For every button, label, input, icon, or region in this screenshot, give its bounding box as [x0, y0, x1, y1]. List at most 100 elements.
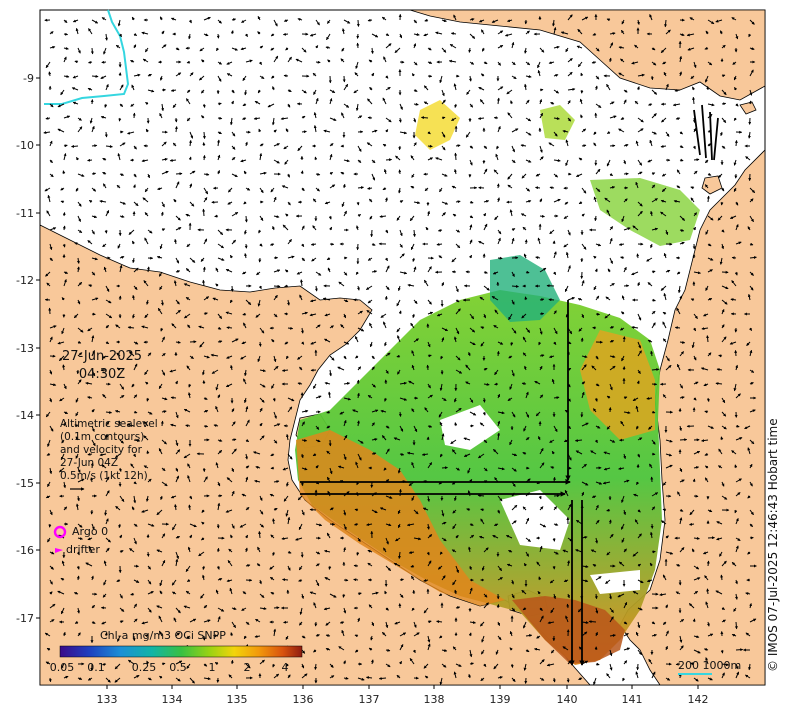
velocity-arrow — [665, 83, 669, 91]
velocity-arrow — [102, 157, 107, 161]
velocity-arrow — [483, 168, 488, 175]
velocity-arrow — [493, 169, 499, 175]
velocity-arrow — [594, 593, 598, 600]
velocity-arrow — [661, 173, 667, 177]
velocity-arrow — [283, 74, 289, 78]
velocity-arrow — [735, 103, 739, 107]
velocity-arrow — [524, 296, 528, 301]
velocity-arrow — [595, 312, 601, 316]
velocity-arrow — [609, 32, 616, 36]
velocity-arrow — [411, 173, 415, 178]
velocity-arrow — [539, 145, 543, 153]
velocity-arrow — [634, 100, 639, 105]
velocity-arrow — [231, 131, 236, 137]
velocity-arrow — [679, 145, 684, 149]
velocity-arrow — [188, 504, 192, 511]
x-tick-label: 140 — [557, 693, 578, 706]
velocity-arrow — [230, 30, 234, 35]
velocity-arrow — [273, 19, 278, 27]
velocity-arrow — [553, 27, 557, 35]
velocity-arrow — [281, 185, 289, 189]
velocity-arrow — [258, 530, 262, 539]
velocity-arrow — [57, 128, 65, 133]
velocity-arrow — [427, 47, 432, 51]
velocity-arrow — [161, 141, 167, 147]
velocity-arrow — [454, 152, 458, 161]
velocity-arrow — [43, 131, 51, 135]
velocity-arrow — [44, 187, 51, 192]
velocity-arrow — [693, 170, 698, 175]
velocity-arrow — [577, 28, 583, 35]
velocity-arrow — [441, 47, 447, 53]
velocity-arrow — [734, 139, 738, 147]
velocity-arrow — [189, 131, 194, 139]
velocity-arrow — [606, 83, 611, 91]
velocity-arrow — [690, 75, 695, 79]
velocity-arrow — [497, 44, 504, 49]
velocity-arrow — [576, 45, 583, 49]
velocity-arrow — [410, 155, 415, 161]
velocity-arrow — [217, 19, 222, 24]
velocity-arrow — [480, 73, 485, 77]
velocity-arrow — [609, 42, 614, 49]
velocity-arrow — [353, 564, 359, 568]
velocity-arrow — [273, 284, 281, 288]
y-tick-label: -14 — [16, 409, 34, 422]
velocity-arrow — [478, 86, 485, 91]
velocity-arrow — [511, 41, 515, 49]
velocity-arrow — [217, 131, 222, 135]
velocity-arrow — [301, 130, 307, 134]
velocity-arrow — [216, 547, 220, 553]
velocity-arrow — [689, 17, 695, 21]
velocity-arrow — [314, 663, 318, 670]
velocity-arrow — [707, 103, 715, 107]
y-tick-label: -11 — [16, 207, 34, 220]
velocity-arrow — [315, 172, 321, 176]
velocity-arrow — [355, 61, 359, 69]
velocity-arrow — [89, 117, 93, 124]
velocity-arrow — [147, 89, 155, 93]
velocity-arrow — [326, 19, 331, 24]
velocity-arrow — [313, 125, 317, 133]
velocity-arrow — [257, 31, 261, 35]
velocity-arrow — [315, 187, 320, 192]
velocity-arrow — [539, 214, 545, 218]
velocity-arrow — [427, 157, 434, 161]
velocity-arrow — [553, 117, 560, 120]
velocity-arrow — [273, 606, 280, 610]
velocity-arrow — [620, 116, 625, 120]
velocity-arrow — [524, 83, 527, 91]
velocity-arrow — [203, 424, 209, 428]
velocity-arrow — [567, 117, 571, 122]
velocity-arrow — [259, 152, 263, 161]
velocity-arrow — [243, 170, 247, 175]
velocity-arrow — [60, 89, 65, 96]
velocity-arrow — [594, 85, 598, 91]
velocity-arrow — [87, 158, 93, 162]
velocity-arrow — [71, 144, 79, 148]
velocity-arrow — [631, 61, 639, 65]
velocity-arrow — [119, 173, 125, 176]
velocity-arrow — [510, 100, 514, 105]
velocity-arrow — [188, 33, 192, 40]
velocity-arrow — [504, 33, 513, 37]
velocity-arrow — [72, 101, 79, 105]
velocity-arrow — [637, 171, 643, 175]
velocity-arrow — [707, 19, 715, 25]
velocity-arrow — [271, 75, 275, 79]
velocity-arrow — [448, 59, 457, 63]
velocity-arrow — [217, 61, 223, 65]
velocity-arrow — [413, 117, 417, 123]
x-tick-label: 136 — [293, 693, 314, 706]
velocity-arrow — [101, 17, 107, 21]
velocity-arrow — [160, 420, 164, 427]
velocity-arrow — [734, 86, 738, 91]
velocity-arrow — [693, 127, 697, 133]
velocity-arrow — [439, 187, 443, 193]
map-date: 27-Jun-2025 — [61, 349, 143, 364]
isobath-line — [44, 9, 130, 105]
velocity-arrow — [535, 186, 541, 190]
velocity-arrow — [449, 43, 457, 49]
velocity-arrow — [297, 18, 303, 21]
